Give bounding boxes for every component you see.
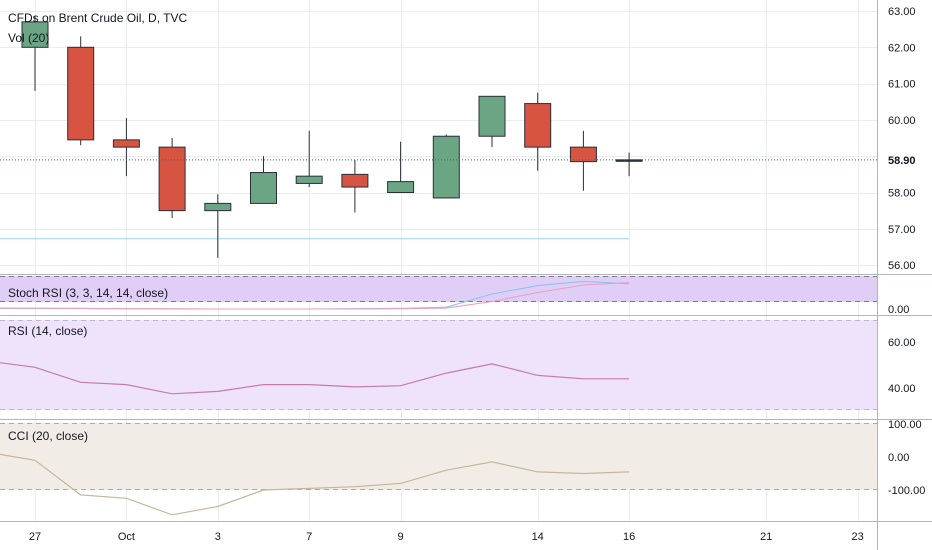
cci-tick-label: 0.00	[888, 452, 909, 464]
volume-label: Vol (20)	[8, 31, 49, 45]
cci-line	[0, 453, 630, 516]
stoch-tick-label: 0.00	[888, 304, 909, 316]
candle-body	[21, 21, 49, 48]
price-tick-label: 57.00	[888, 224, 916, 236]
time-tick-label: 27	[29, 531, 41, 543]
rsi-line	[0, 362, 630, 395]
candle-up	[387, 141, 415, 194]
price-tick-label: 62.00	[888, 42, 916, 54]
stoch-d-line	[0, 282, 630, 310]
candle-down	[112, 118, 140, 177]
time-tick-label: 21	[760, 531, 772, 543]
time-axis[interactable]: 27 Oct 3 7 9 14 16 21 23	[29, 531, 864, 543]
time-tick-label: 23	[851, 531, 863, 543]
chart-title: CFDs on Brent Crude Oil, D, TVC	[8, 11, 187, 25]
candle-up	[250, 156, 277, 204]
candle-down	[569, 130, 597, 191]
candle-body	[569, 146, 597, 163]
stoch-rsi-label: Stoch RSI (3, 3, 14, 14, close)	[8, 286, 168, 300]
candle-down	[158, 138, 186, 218]
candle-body	[387, 181, 415, 194]
time-tick-label: 3	[215, 531, 221, 543]
time-tick-label: 16	[623, 531, 635, 543]
last-price-label: 58.90	[888, 155, 916, 167]
candle-body	[432, 135, 460, 199]
candle-up	[432, 134, 460, 199]
candle-body	[158, 146, 186, 212]
candle-body	[478, 95, 506, 137]
last-price-badge	[878, 150, 932, 169]
candle-body	[341, 173, 369, 188]
rsi-band	[0, 320, 877, 410]
candles	[21, 16, 643, 258]
candle-body	[250, 172, 277, 204]
time-tick-label: 14	[532, 531, 544, 543]
price-tick-label: 58.00	[888, 188, 916, 200]
price-tick-label: 63.00	[888, 6, 916, 18]
rsi-tick-label: 60.00	[888, 337, 916, 349]
price-tick-label: 61.00	[888, 79, 916, 91]
time-tick-label: 7	[306, 531, 312, 543]
price-tick-label: 56.00	[888, 260, 916, 272]
time-tick-label: Oct	[118, 531, 135, 543]
candle-body	[204, 202, 232, 212]
candle-body	[524, 103, 552, 148]
rsi-tick-label: 40.00	[888, 383, 916, 395]
cci-tick-label: -100.00	[888, 485, 925, 497]
candle-body	[67, 46, 95, 141]
cci-tick-label: 100.00	[888, 419, 922, 431]
candle-body	[295, 175, 323, 184]
stoch-rsi-series	[0, 280, 630, 310]
candle-down	[524, 92, 552, 171]
indicator-axis: 0.00 60.00 40.00 100.00 0.00 -100.00	[888, 304, 925, 497]
rsi-label: RSI (14, close)	[8, 324, 87, 338]
cci-series	[0, 453, 630, 516]
cci-label: CCI (20, close)	[8, 429, 88, 443]
time-tick-label: 9	[398, 531, 404, 543]
candle-body	[615, 159, 643, 162]
rsi-series	[0, 362, 630, 395]
candle-up	[615, 152, 643, 177]
candle-down	[341, 159, 369, 213]
cci-band	[0, 423, 877, 490]
candle-up	[295, 130, 323, 188]
stoch-rsi-band	[0, 276, 877, 302]
candle-up	[478, 95, 506, 148]
candle-down	[67, 36, 95, 146]
candle-up	[21, 16, 49, 91]
price-tick-label: 60.00	[888, 115, 916, 127]
candle-body	[112, 139, 140, 148]
candle-up	[204, 194, 232, 258]
